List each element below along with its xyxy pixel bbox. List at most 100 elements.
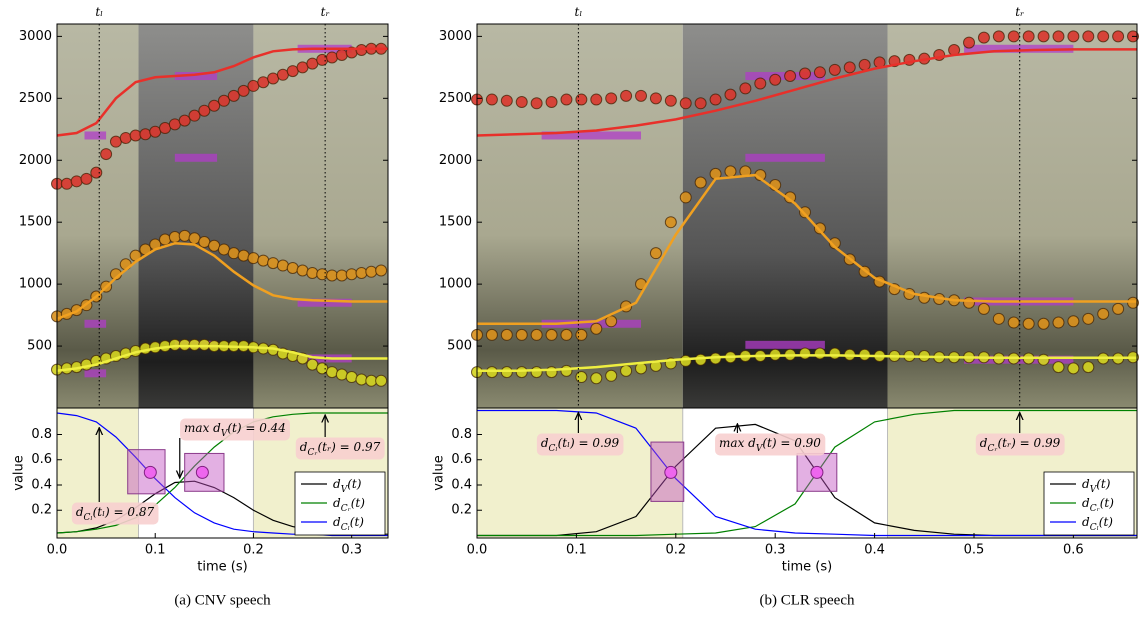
formant-point [1112, 30, 1125, 43]
formant-point [1052, 361, 1065, 374]
formant-point [80, 172, 93, 185]
formant-point [100, 148, 113, 161]
formant-point [575, 93, 588, 106]
y-tick-label: 2500 [439, 91, 472, 106]
formant-point [326, 51, 339, 64]
formant-point [560, 328, 573, 341]
formant-point [139, 128, 152, 141]
time-marker-label: tᵣ [321, 5, 330, 19]
formant-point [813, 222, 826, 235]
formant-point [813, 66, 826, 79]
formant-point [217, 94, 230, 107]
x-tick-label: 0.6 [1063, 543, 1084, 558]
y-tick-label: 1000 [439, 277, 472, 292]
spectrogram-region [887, 24, 1137, 408]
y-tick-label: 0.6 [451, 452, 472, 467]
x-tick-label: 0.2 [665, 543, 686, 558]
formant-point [709, 93, 722, 106]
formant-point [515, 96, 528, 109]
fit-line [477, 354, 1137, 373]
formant-point [560, 93, 573, 106]
curve [477, 409, 1137, 537]
y-tick-label: 1500 [439, 215, 472, 230]
formant-point [828, 347, 841, 360]
formant-point [267, 257, 280, 270]
annotation-label: dCₗ(tₗ) = 0.87 [76, 505, 155, 523]
formant-point [500, 366, 513, 379]
formant-point [605, 92, 618, 105]
target-bar [745, 340, 825, 349]
y-tick-label: 3000 [439, 29, 472, 44]
formant-point [1067, 315, 1080, 328]
x-tick-label: 0.3 [341, 543, 362, 558]
crossing-point [664, 465, 678, 479]
x-axis-label: time (s) [197, 560, 247, 575]
formant-point [545, 96, 558, 109]
formant-point [1037, 317, 1050, 330]
y-tick-label: 0.2 [31, 503, 52, 518]
y-tick-label: 0.6 [31, 452, 52, 467]
target-bar [541, 319, 642, 328]
formant-point [355, 266, 368, 279]
formant-point [843, 61, 856, 74]
curve [56, 412, 388, 537]
legend-label: dCᵣ(t) [1082, 496, 1114, 514]
annotation-box [715, 433, 826, 456]
y-tick-label: 2500 [19, 91, 52, 106]
legend-label: dCᵣ(t) [333, 496, 365, 514]
crossing-point [143, 465, 157, 479]
formant-point [724, 165, 737, 178]
formant-point [227, 247, 240, 260]
x-tick-label: 0.4 [864, 543, 885, 558]
legend-label: dV(t) [333, 477, 362, 495]
crossing-point [195, 465, 209, 479]
formant-point [1067, 30, 1080, 43]
formant-point [545, 328, 558, 341]
formant-point [60, 177, 73, 190]
formant-point [828, 237, 841, 250]
formant-point [1082, 30, 1095, 43]
target-bar [84, 319, 107, 328]
formant-point [530, 328, 543, 341]
formant-point [335, 48, 348, 61]
formant-point [306, 266, 319, 279]
formant-point [286, 262, 299, 275]
legend-label: dV(t) [1082, 477, 1111, 495]
formant-point [90, 166, 103, 179]
formant-point [345, 268, 358, 281]
formant-point [992, 30, 1005, 43]
formant-point [515, 328, 528, 341]
formant-point [119, 131, 132, 144]
formant-point [724, 88, 737, 101]
formant-point [237, 84, 250, 97]
x-tick-label: 0.0 [467, 543, 488, 558]
formant-point [813, 347, 826, 360]
formant-point [545, 366, 558, 379]
phase-region [477, 408, 683, 538]
formant-point [1112, 302, 1125, 315]
formant-point [335, 269, 348, 282]
formant-point [326, 366, 339, 379]
target-bar [84, 131, 107, 140]
fit-line [56, 344, 388, 373]
formant-point [858, 58, 871, 71]
formant-point [198, 104, 211, 117]
annotation-label: dCᵣ(tᵣ) = 0.97 [300, 440, 381, 458]
fit-line [56, 47, 388, 137]
annotation-label: dCᵣ(tᵣ) = 0.99 [980, 436, 1061, 454]
formant-point [168, 231, 181, 244]
formant-point [1082, 361, 1095, 374]
axes-frame [56, 407, 389, 539]
formant-point [679, 191, 692, 204]
formant-point [178, 229, 191, 242]
formant-point [500, 94, 513, 107]
caption: (a) CNV speech [174, 592, 271, 608]
formant-point [635, 89, 648, 102]
fit-line [476, 48, 1137, 137]
y-tick-label: 1500 [19, 215, 52, 230]
formant-point [1022, 30, 1035, 43]
formant-point [1007, 30, 1020, 43]
formant-point [257, 254, 270, 267]
formant-point [799, 347, 812, 360]
formant-point [129, 129, 142, 142]
